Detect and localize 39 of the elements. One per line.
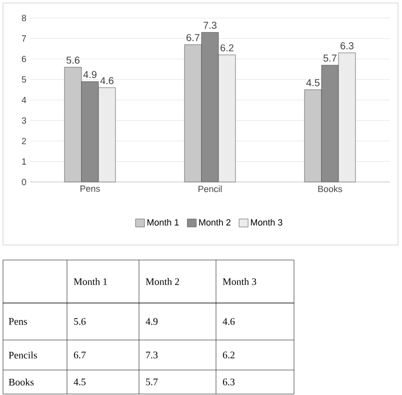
data-label: 6.7	[186, 34, 200, 42]
y-tick-label: 7	[22, 35, 26, 42]
y-tick-label: 2	[22, 138, 26, 144]
text: Month 2	[146, 278, 180, 285]
legend-label: Month 1	[147, 218, 179, 226]
data-label: 7.3	[204, 22, 216, 29]
text: 6.3	[222, 378, 235, 386]
text: 4.5	[74, 378, 86, 386]
legend-label: Month 3	[251, 218, 282, 226]
text: Pencils	[8, 351, 37, 358]
text: Month 3	[222, 278, 256, 285]
y-tick-label: 0	[22, 178, 26, 186]
text: Books	[8, 378, 34, 386]
data-label: 6.2	[220, 44, 234, 52]
y-tick-label: 3	[22, 117, 26, 124]
text: 6.2	[222, 352, 234, 358]
text: Month 1	[74, 278, 107, 285]
data-label: 5.7	[323, 54, 336, 62]
text: 5.6	[74, 318, 86, 325]
y-tick-label: 8	[22, 14, 26, 22]
text: Pens	[8, 318, 27, 325]
data-label: 4.5	[306, 79, 320, 86]
x-tick-label: Pens	[80, 186, 100, 192]
y-tick-label: 5	[22, 76, 26, 83]
text: 7.3	[146, 352, 158, 358]
y-tick-label: 4	[22, 96, 26, 104]
data-label: 5.6	[66, 56, 80, 64]
text: 4.6	[222, 318, 235, 325]
data-label: 4.6	[100, 77, 114, 84]
x-tick-label: Pencil	[198, 186, 222, 192]
data-label: 6.3	[340, 42, 354, 50]
y-tick-label: 1	[22, 158, 26, 165]
legend-label: Month 2	[199, 218, 230, 226]
text: 6.7	[74, 352, 86, 358]
text: 4.9	[146, 318, 158, 325]
data-label: 4.9	[83, 70, 96, 78]
text: 5.7	[146, 378, 158, 386]
x-tick-label: Books	[318, 186, 342, 192]
y-tick-label: 6	[22, 56, 26, 62]
